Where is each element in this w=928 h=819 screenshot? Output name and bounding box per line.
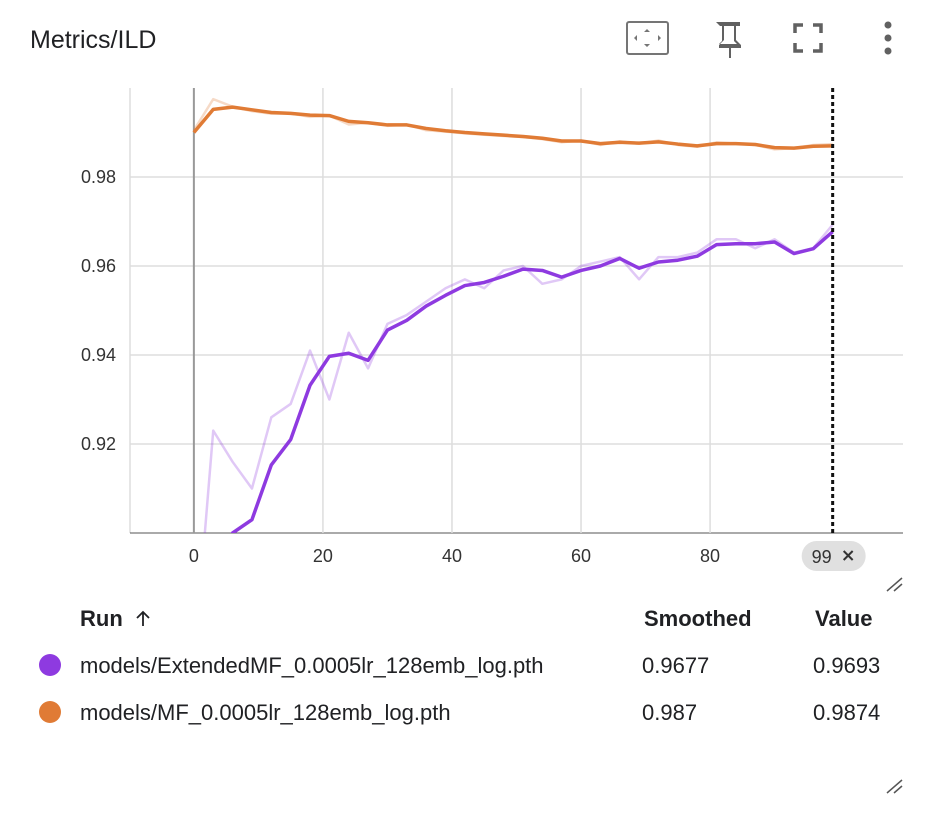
- column-header[interactable]: Value: [815, 606, 872, 631]
- run-color-swatch[interactable]: [39, 654, 61, 676]
- smoothed-line: [192, 105, 833, 150]
- x-tick-label: 40: [442, 546, 462, 566]
- x-tick-label: 80: [700, 546, 720, 566]
- run-name: models/MF_0.0005lr_128emb_log.pth: [80, 700, 451, 725]
- card-title: Metrics/ILD: [30, 26, 156, 54]
- resize-handle[interactable]: [886, 577, 903, 592]
- column-header[interactable]: Smoothed: [644, 606, 752, 631]
- y-tick-label: 0.98: [81, 167, 116, 187]
- y-tick-label: 0.92: [81, 434, 116, 454]
- raw-line: [203, 223, 834, 533]
- more-button[interactable]: [884, 21, 892, 55]
- cursor-badge[interactable]: [801, 541, 866, 571]
- x-tick-label: 60: [571, 546, 591, 566]
- raw-line: [192, 97, 833, 151]
- fullscreen-button[interactable]: [793, 23, 823, 53]
- cursor-close[interactable]: [842, 550, 854, 561]
- pin-button[interactable]: [716, 22, 741, 58]
- run-name: models/ExtendedMF_0.0005lr_128emb_log.pt…: [80, 653, 544, 678]
- run-color-swatch[interactable]: [39, 701, 61, 723]
- x-tick-label: 0: [189, 546, 199, 566]
- resize-handle[interactable]: [886, 779, 903, 794]
- y-tick-label: 0.96: [81, 256, 116, 276]
- smoothed-value: 0.9677: [642, 653, 709, 678]
- value: 0.9874: [813, 700, 880, 725]
- y-tick-label: 0.94: [81, 345, 116, 365]
- value: 0.9693: [813, 653, 880, 678]
- column-header[interactable]: Run: [80, 606, 123, 631]
- cursor-label: 99: [812, 547, 832, 567]
- smoothed-value: 0.987: [642, 700, 697, 725]
- x-tick-label: 20: [313, 546, 333, 566]
- fit-domain-button[interactable]: [626, 21, 669, 55]
- sort-arrow: [136, 610, 150, 626]
- smoothed-line: [230, 230, 834, 533]
